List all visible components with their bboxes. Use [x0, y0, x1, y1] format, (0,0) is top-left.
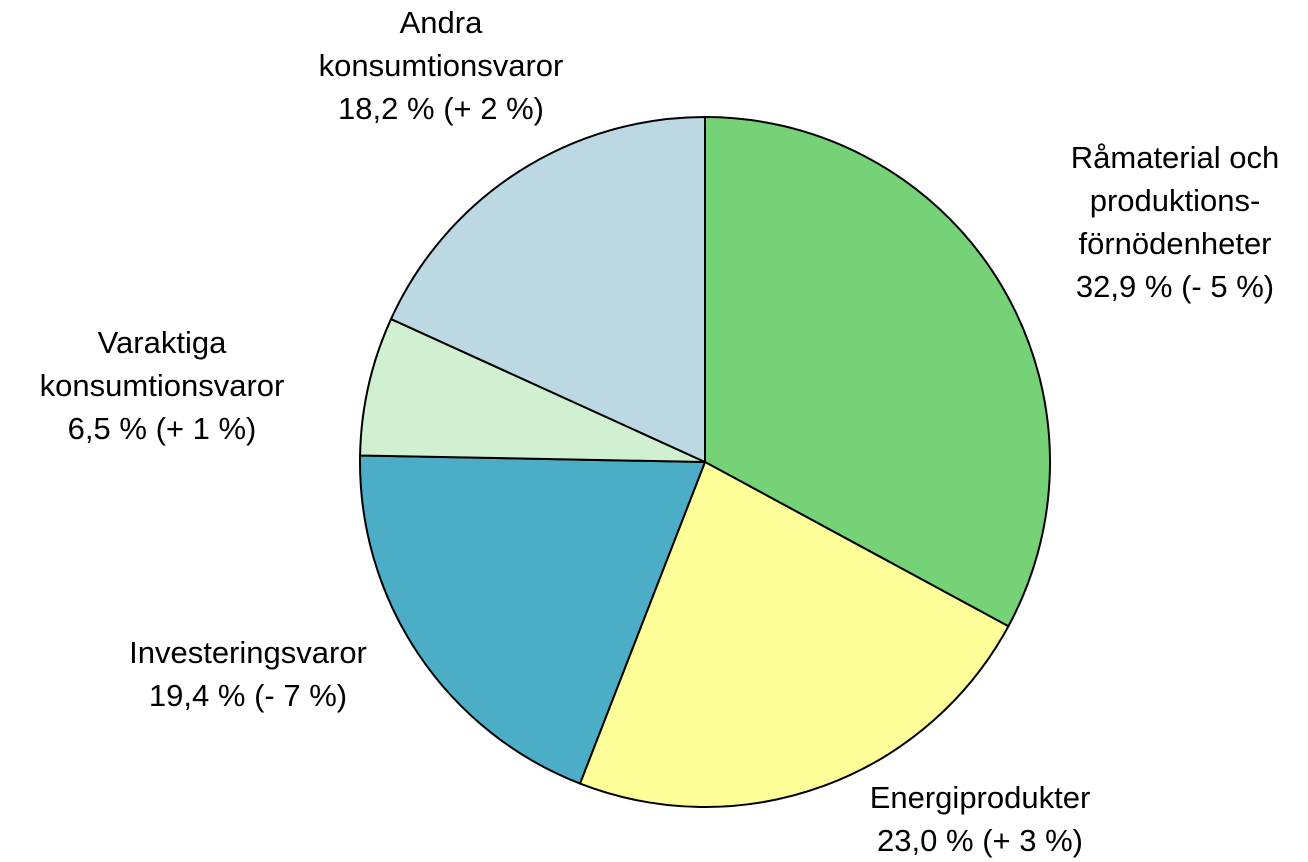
slice-label: Råmaterial och [1071, 140, 1279, 175]
slice-label: konsumtionsvaror [319, 48, 564, 83]
value-label: 23,0 % [877, 823, 974, 858]
change-label: (+ 2 %) [443, 91, 544, 126]
change-label: (+ 3 %) [982, 823, 1083, 858]
pie-slice [359, 317, 706, 463]
pie-slice [389, 115, 706, 464]
slice-value-label: 6,5 % (+ 1 %) [68, 411, 257, 446]
slice-label: Energiprodukter [870, 780, 1091, 815]
slice-value-label: 23,0 % (+ 3 %) [877, 823, 1083, 858]
slice-label: förnödenheter [1078, 226, 1271, 261]
pie-slice [359, 454, 707, 785]
slice-label: Andra [400, 5, 483, 40]
change-label: (- 7 %) [254, 678, 347, 713]
slice-label: Investeringsvaror [129, 635, 367, 670]
slice-label: konsumtionsvaror [40, 368, 285, 403]
value-label: 19,4 % [149, 678, 246, 713]
value-label: 32,9 % [1076, 269, 1173, 304]
change-label: (+ 1 %) [156, 411, 257, 446]
value-label: 18,2 % [338, 91, 435, 126]
slice-label: produktions- [1090, 183, 1261, 218]
change-label: (- 5 %) [1181, 269, 1274, 304]
pie-slice [578, 460, 1010, 808]
value-label: 6,5 % [68, 411, 147, 446]
pie-slice [704, 115, 1051, 628]
slice-label: Varaktiga [98, 325, 227, 360]
slice-value-label: 18,2 % (+ 2 %) [338, 91, 544, 126]
slice-value-label: 32,9 % (- 5 %) [1076, 269, 1274, 304]
slice-value-label: 19,4 % (- 7 %) [149, 678, 347, 713]
